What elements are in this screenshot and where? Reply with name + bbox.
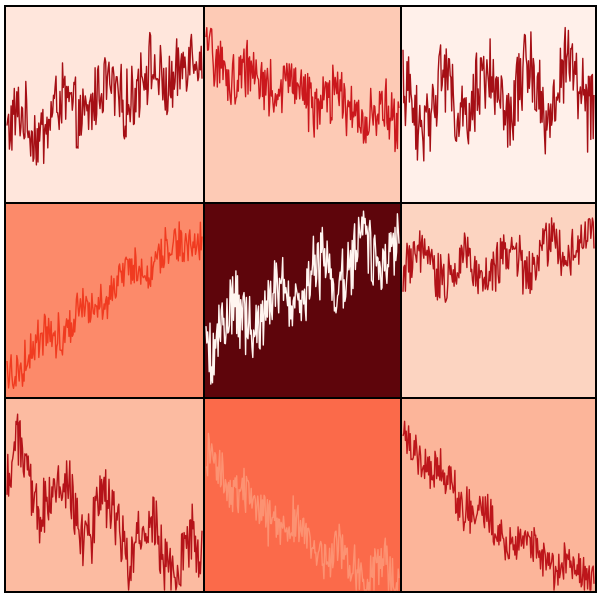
series-line [6,221,203,390]
panel-background [401,203,596,398]
panel-border [400,397,597,593]
series-line [6,413,203,591]
panel-background [5,6,204,203]
panel-1-1 [4,5,205,204]
series-line [402,217,595,303]
panel-3-1 [4,397,205,593]
panel-3-2 [203,397,402,593]
series-line [6,31,203,166]
panel-3-3 [400,397,597,593]
panel-2-2 [203,202,402,399]
panel-2-1 [4,202,205,399]
series-line [205,27,400,153]
panel-background [5,203,204,398]
panel-1-2 [203,5,402,204]
panel-2-3 [400,202,597,399]
series-line [205,210,400,385]
series-line [402,26,595,162]
panel-background [401,6,596,203]
panel-1-3 [400,5,597,204]
series-line [402,420,595,591]
panel-background [204,6,401,203]
series-line [205,432,400,591]
